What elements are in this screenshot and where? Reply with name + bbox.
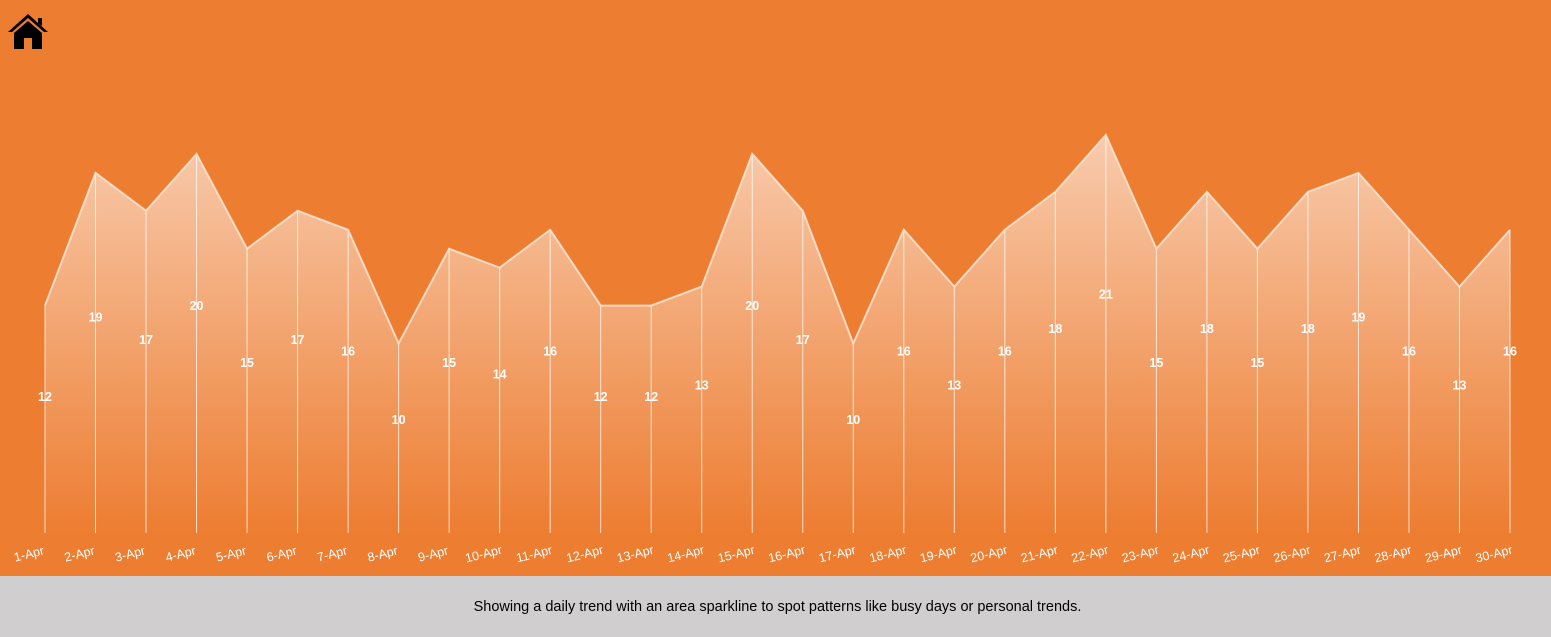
x-tick-16-Apr: 16-Apr xyxy=(767,543,807,566)
data-label-22-Apr: 21 xyxy=(1099,288,1113,302)
data-label-1-Apr: 12 xyxy=(38,390,52,404)
home-icon xyxy=(8,14,48,49)
area-layer xyxy=(45,135,1510,533)
caption-bar: Showing a daily trend with an area spark… xyxy=(0,576,1551,637)
area-chart: 12 19 17 20 15 17 16 10 15 14 16 12 12 13 20 17 10 16 13 16… xyxy=(13,133,1517,566)
x-tick-25-Apr: 25-Apr xyxy=(1222,543,1262,566)
data-label-8-Apr: 10 xyxy=(392,413,406,427)
data-label-9-Apr: 15 xyxy=(442,356,456,370)
x-tick-11-Apr: 11-Apr xyxy=(515,543,554,565)
x-tick-10-Apr: 10-Apr xyxy=(464,543,504,566)
data-label-17-Apr: 10 xyxy=(846,413,860,427)
home-button[interactable] xyxy=(6,12,50,52)
x-tick-17-Apr: 17-Apr xyxy=(817,543,857,566)
data-label-6-Apr: 17 xyxy=(291,333,305,347)
x-tick-22-Apr: 22-Apr xyxy=(1070,543,1110,566)
data-label-12-Apr: 12 xyxy=(594,390,608,404)
data-label-16-Apr: 17 xyxy=(796,333,810,347)
x-tick-14-Apr: 14-Apr xyxy=(666,543,706,566)
data-label-3-Apr: 17 xyxy=(139,333,153,347)
data-label-27-Apr: 19 xyxy=(1351,310,1365,324)
data-label-21-Apr: 18 xyxy=(1048,322,1062,336)
data-label-26-Apr: 18 xyxy=(1301,322,1315,336)
x-tick-20-Apr: 20-Apr xyxy=(969,543,1009,566)
x-tick-5-Apr: 5-Apr xyxy=(215,544,248,565)
x-tick-26-Apr: 26-Apr xyxy=(1272,543,1312,566)
data-label-20-Apr: 16 xyxy=(998,345,1012,359)
data-label-29-Apr: 13 xyxy=(1453,379,1467,393)
data-label-7-Apr: 16 xyxy=(341,345,355,359)
series-line-layer xyxy=(44,133,1511,347)
data-label-11-Apr: 16 xyxy=(543,345,557,359)
data-label-28-Apr: 16 xyxy=(1402,345,1416,359)
data-label-10-Apr: 14 xyxy=(493,367,507,381)
data-label-13-Apr: 12 xyxy=(644,390,658,404)
data-label-30-Apr: 16 xyxy=(1503,345,1517,359)
data-label-25-Apr: 15 xyxy=(1250,356,1264,370)
x-tick-8-Apr: 8-Apr xyxy=(366,544,399,565)
x-tick-23-Apr: 23-Apr xyxy=(1121,543,1161,566)
series-line xyxy=(44,133,1511,347)
x-tick-3-Apr: 3-Apr xyxy=(114,544,147,565)
x-tick-6-Apr: 6-Apr xyxy=(265,544,298,565)
x-tick-7-Apr: 7-Apr xyxy=(316,544,349,565)
data-label-4-Apr: 20 xyxy=(190,299,204,313)
data-label-15-Apr: 20 xyxy=(745,299,759,313)
data-label-24-Apr: 18 xyxy=(1200,322,1214,336)
chart-panel: 12 19 17 20 15 17 16 10 15 14 16 12 12 13 20 17 10 16 13 16… xyxy=(0,0,1551,576)
drop-lines xyxy=(44,135,1511,533)
x-tick-27-Apr: 27-Apr xyxy=(1323,543,1363,566)
x-tick-28-Apr: 28-Apr xyxy=(1373,543,1413,566)
data-label-2-Apr: 19 xyxy=(89,310,103,324)
caption-text: Showing a daily trend with an area spark… xyxy=(473,598,1082,615)
area-fill xyxy=(45,135,1510,533)
data-label-14-Apr: 13 xyxy=(695,379,709,393)
x-tick-21-Apr: 21-Apr xyxy=(1019,543,1059,566)
x-tick-30-Apr: 30-Apr xyxy=(1474,543,1514,566)
data-label-23-Apr: 15 xyxy=(1149,356,1163,370)
x-tick-24-Apr: 24-Apr xyxy=(1171,543,1211,566)
x-tick-4-Apr: 4-Apr xyxy=(164,544,197,565)
x-tick-12-Apr: 12-Apr xyxy=(565,543,605,566)
x-tick-2-Apr: 2-Apr xyxy=(63,544,96,565)
x-tick-1-Apr: 1-Apr xyxy=(13,544,46,565)
x-tick-15-Apr: 15-Apr xyxy=(716,543,756,566)
x-tick-9-Apr: 9-Apr xyxy=(417,544,450,565)
x-tick-18-Apr: 18-Apr xyxy=(868,543,908,566)
x-tick-19-Apr: 19-Apr xyxy=(918,543,958,566)
data-labels: 12 19 17 20 15 17 16 10 15 14 16 12 12 13 20 17 10 16 13 16… xyxy=(38,288,1517,427)
x-axis-ticks: 1-Apr 2-Apr 3-Apr 4-Apr 5-Apr 6-Apr 7-Apr 8-Apr… xyxy=(13,543,1514,566)
x-tick-29-Apr: 29-Apr xyxy=(1424,543,1464,566)
data-label-5-Apr: 15 xyxy=(240,356,254,370)
x-tick-13-Apr: 13-Apr xyxy=(615,543,655,566)
data-label-18-Apr: 16 xyxy=(897,345,911,359)
data-label-19-Apr: 13 xyxy=(947,379,961,393)
